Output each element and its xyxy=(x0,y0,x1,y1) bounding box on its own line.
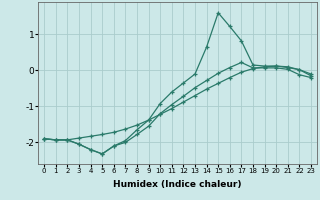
X-axis label: Humidex (Indice chaleur): Humidex (Indice chaleur) xyxy=(113,180,242,189)
